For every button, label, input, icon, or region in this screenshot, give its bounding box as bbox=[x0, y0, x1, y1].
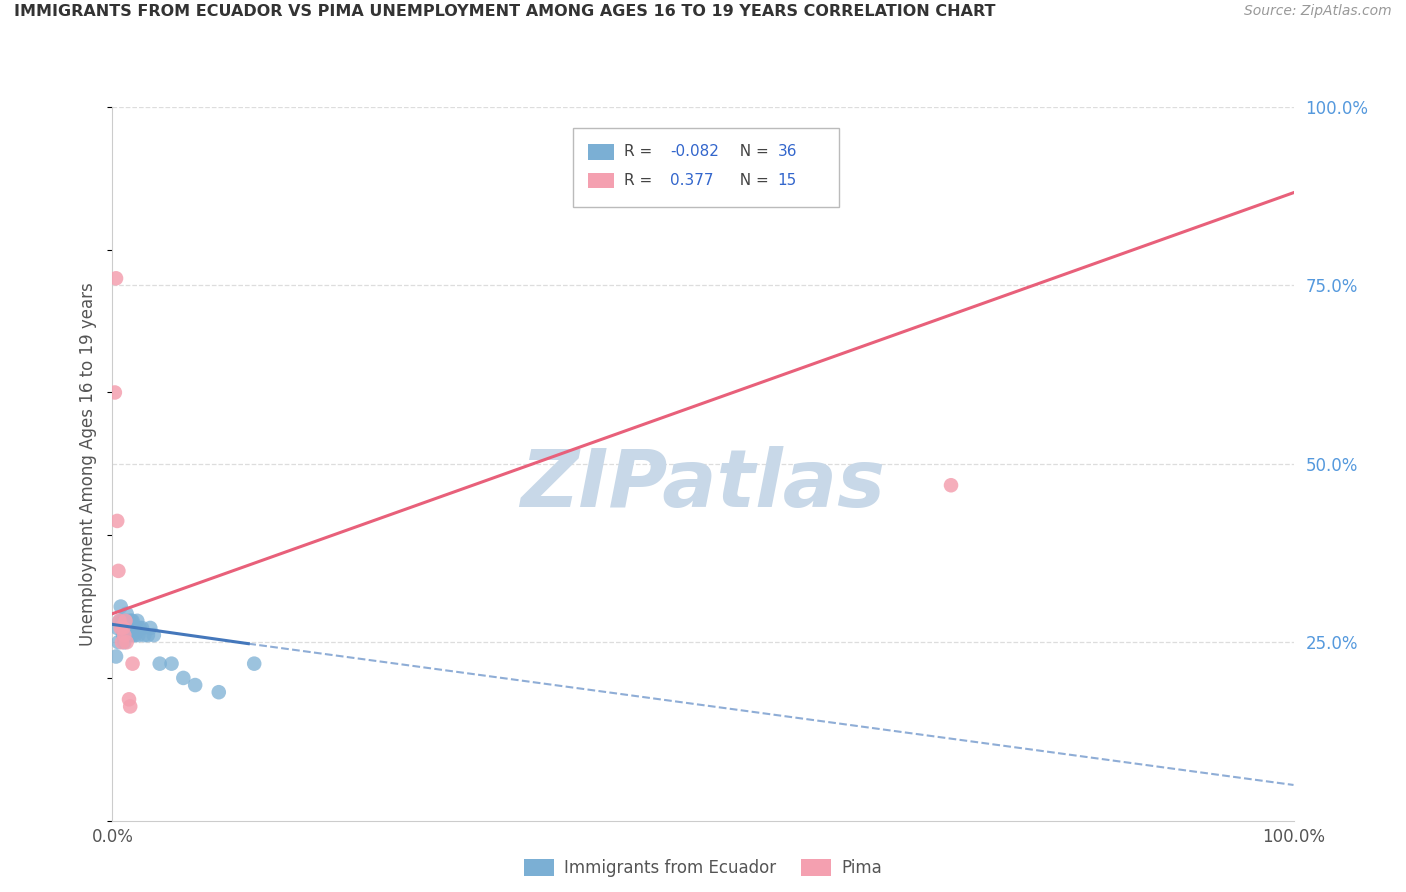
Point bbox=[105, 514, 128, 528]
Point bbox=[120, 621, 142, 635]
FancyBboxPatch shape bbox=[589, 173, 614, 188]
Text: 36: 36 bbox=[778, 145, 797, 160]
Point bbox=[115, 635, 138, 649]
Text: N =: N = bbox=[730, 173, 773, 188]
Text: R =: R = bbox=[624, 145, 657, 160]
Point bbox=[134, 628, 156, 642]
Point bbox=[111, 635, 134, 649]
Point bbox=[105, 649, 128, 664]
FancyBboxPatch shape bbox=[589, 145, 614, 160]
Point bbox=[128, 621, 150, 635]
Point bbox=[108, 614, 131, 628]
Point bbox=[107, 635, 129, 649]
Point bbox=[131, 621, 153, 635]
Point bbox=[104, 385, 127, 400]
Point bbox=[112, 628, 135, 642]
Text: ZIPatlas: ZIPatlas bbox=[520, 446, 886, 524]
Point bbox=[115, 628, 138, 642]
Point bbox=[125, 621, 148, 635]
Text: 15: 15 bbox=[778, 173, 797, 188]
Text: 0.377: 0.377 bbox=[669, 173, 713, 188]
Point bbox=[127, 614, 149, 628]
Point bbox=[124, 628, 146, 642]
Point bbox=[105, 621, 128, 635]
Point bbox=[110, 621, 132, 635]
Legend: Immigrants from Ecuador, Pima: Immigrants from Ecuador, Pima bbox=[517, 852, 889, 884]
Point bbox=[105, 271, 128, 285]
Point bbox=[172, 671, 194, 685]
Point bbox=[122, 621, 145, 635]
Point bbox=[117, 621, 139, 635]
Point bbox=[118, 614, 141, 628]
Point bbox=[114, 614, 136, 628]
Y-axis label: Unemployment Among Ages 16 to 19 years: Unemployment Among Ages 16 to 19 years bbox=[79, 282, 97, 646]
Point bbox=[149, 657, 172, 671]
Text: R =: R = bbox=[624, 173, 657, 188]
Point bbox=[939, 478, 962, 492]
Point bbox=[121, 628, 143, 642]
Point bbox=[136, 628, 159, 642]
Text: Source: ZipAtlas.com: Source: ZipAtlas.com bbox=[1244, 4, 1392, 19]
Point bbox=[112, 621, 135, 635]
Point bbox=[110, 599, 132, 614]
FancyBboxPatch shape bbox=[574, 128, 839, 207]
Point bbox=[121, 657, 143, 671]
Point bbox=[160, 657, 183, 671]
Point bbox=[107, 564, 129, 578]
Point bbox=[120, 699, 142, 714]
Point bbox=[243, 657, 266, 671]
Point bbox=[118, 692, 141, 706]
Point bbox=[120, 614, 142, 628]
Point bbox=[111, 614, 134, 628]
Point bbox=[139, 621, 162, 635]
Point bbox=[115, 607, 138, 621]
Point bbox=[208, 685, 231, 699]
Point bbox=[112, 621, 135, 635]
Text: IMMIGRANTS FROM ECUADOR VS PIMA UNEMPLOYMENT AMONG AGES 16 TO 19 YEARS CORRELATI: IMMIGRANTS FROM ECUADOR VS PIMA UNEMPLOY… bbox=[14, 4, 995, 20]
Point bbox=[114, 614, 136, 628]
Point bbox=[108, 614, 131, 628]
Point bbox=[112, 628, 135, 642]
Point bbox=[127, 628, 149, 642]
Point bbox=[142, 628, 165, 642]
Point bbox=[112, 635, 135, 649]
Text: N =: N = bbox=[730, 145, 773, 160]
Point bbox=[121, 614, 143, 628]
Point bbox=[120, 628, 142, 642]
Text: -0.082: -0.082 bbox=[669, 145, 718, 160]
Point bbox=[184, 678, 207, 692]
